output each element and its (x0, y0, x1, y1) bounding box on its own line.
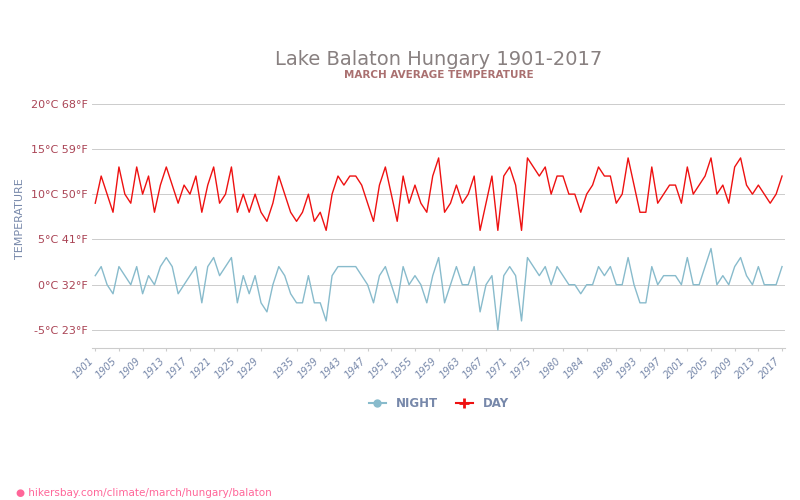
Text: ● hikersbay.com/climate/march/hungary/balaton: ● hikersbay.com/climate/march/hungary/ba… (16, 488, 272, 498)
Y-axis label: TEMPERATURE: TEMPERATURE (15, 178, 25, 260)
Title: Lake Balaton Hungary 1901-2017: Lake Balaton Hungary 1901-2017 (275, 50, 602, 69)
Text: MARCH AVERAGE TEMPERATURE: MARCH AVERAGE TEMPERATURE (344, 70, 534, 80)
Legend: NIGHT, DAY: NIGHT, DAY (364, 392, 514, 414)
